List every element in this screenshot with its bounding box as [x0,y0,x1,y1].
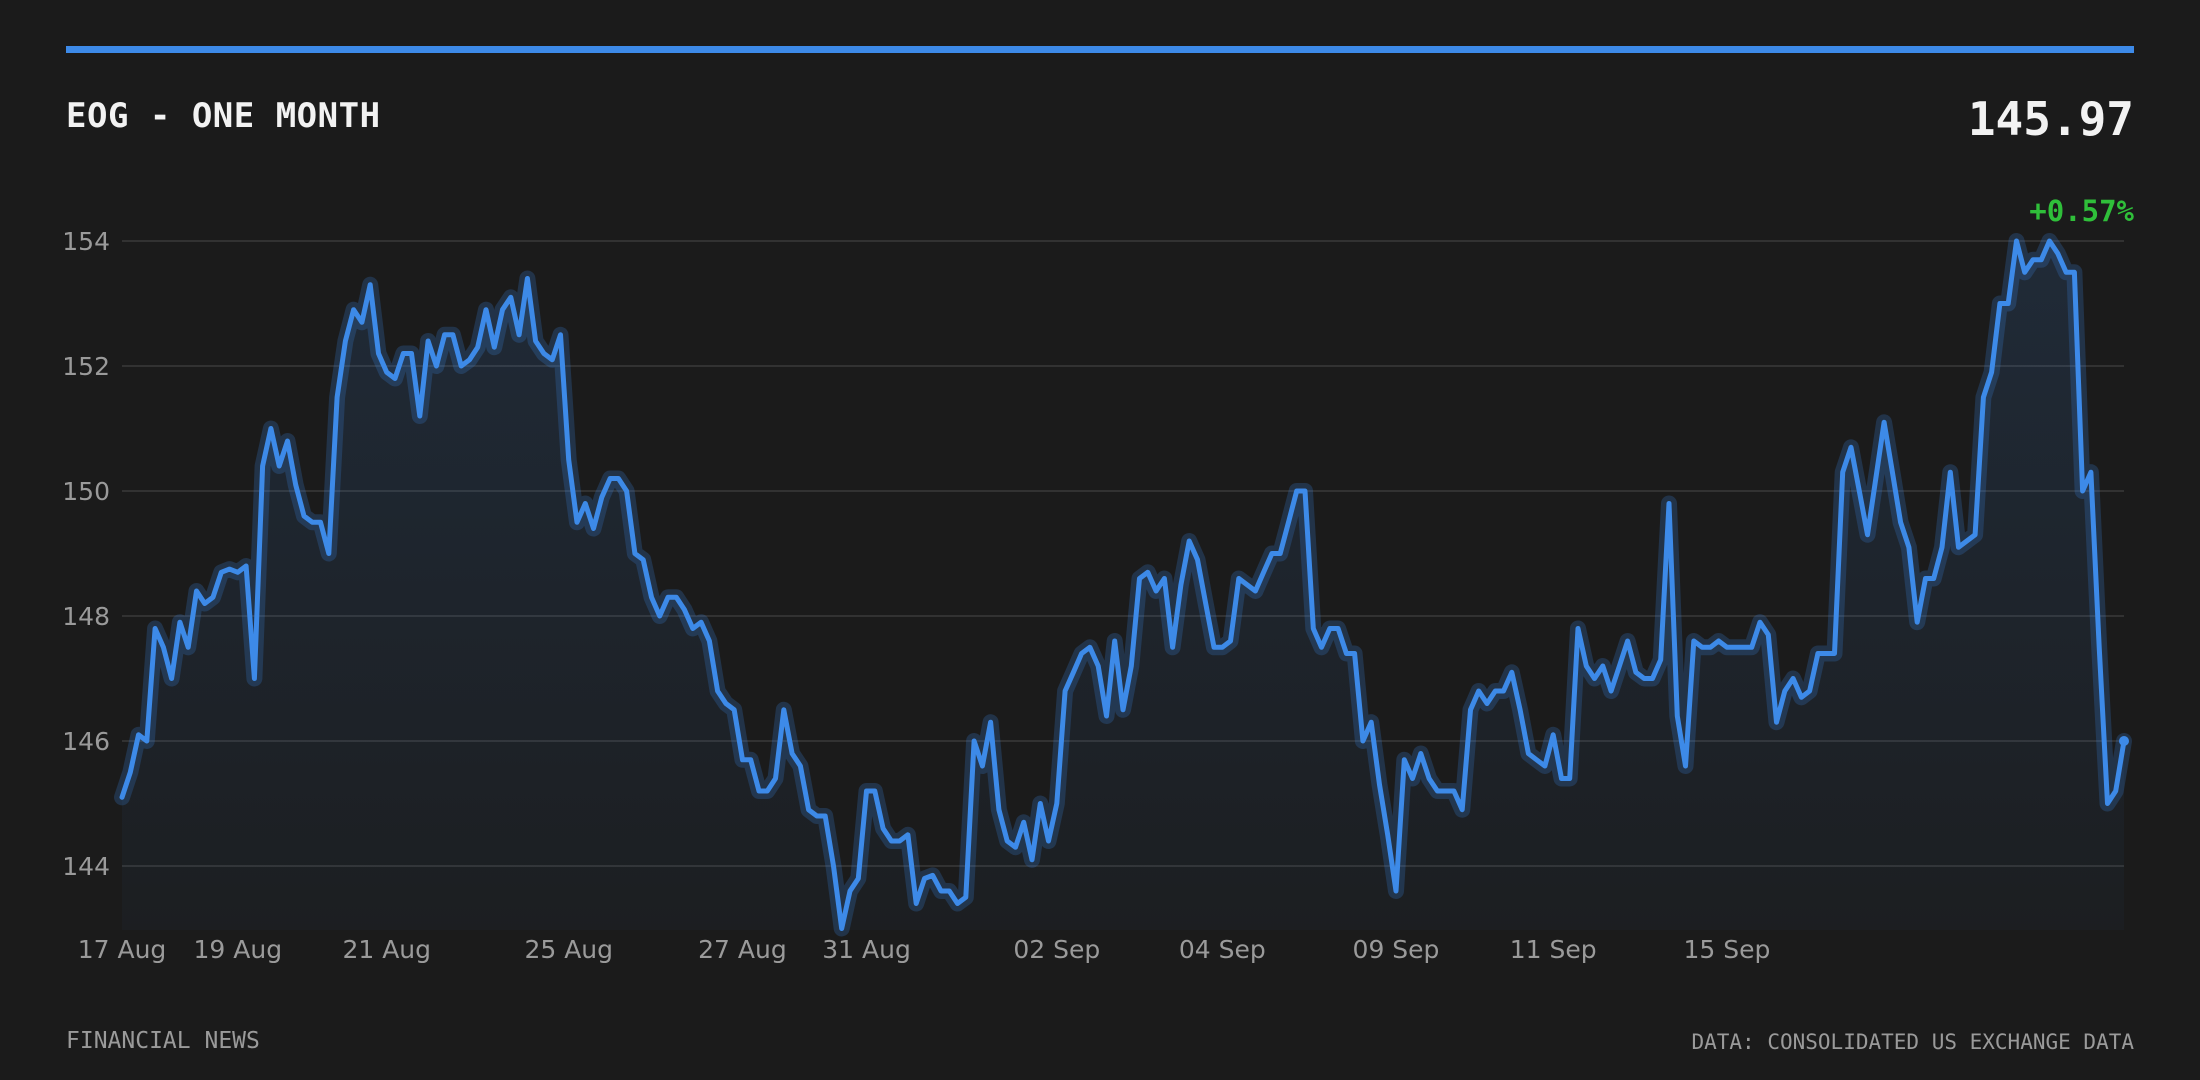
x-tick-label: 15 Sep [1683,935,1770,964]
x-axis-ticks: 17 Aug 19 Aug 21 Aug 25 Aug 27 Aug 31 Aug 02 S… [78,935,1771,964]
y-tick-label: 152 [62,352,110,381]
y-tick-label: 154 [62,227,110,256]
x-tick-label: 17 Aug [78,935,167,964]
price-change-percent: +0.57% [2029,194,2134,228]
y-tick-label: 148 [62,602,110,631]
chart-title: EOG - ONE MONTH [66,96,381,136]
last-price-point [2119,736,2129,746]
y-tick-label: 144 [62,852,110,881]
top-accent-rule [66,46,2134,53]
x-tick-label: 09 Sep [1353,935,1440,964]
x-tick-label: 25 Aug [524,935,613,964]
price-series [114,233,2132,937]
x-tick-label: 21 Aug [342,935,431,964]
y-axis-ticks: 144 146 148 150 152 154 [62,227,110,881]
x-tick-label: 31 Aug [822,935,911,964]
current-price: 145.97 [1967,92,2134,146]
price-area-fill [122,241,2124,930]
footer-data-credit: DATA: CONSOLIDATED US EXCHANGE DATA [1691,1030,2134,1054]
y-tick-label: 150 [62,477,110,506]
x-tick-label: 27 Aug [698,935,787,964]
x-tick-label: 11 Sep [1510,935,1597,964]
x-tick-label: 02 Sep [1013,935,1100,964]
x-tick-label: 04 Sep [1179,935,1266,964]
x-tick-label: 19 Aug [194,935,283,964]
y-tick-label: 146 [62,727,110,756]
price-line [119,238,2127,931]
footer-source-label: FINANCIAL NEWS [66,1028,260,1054]
